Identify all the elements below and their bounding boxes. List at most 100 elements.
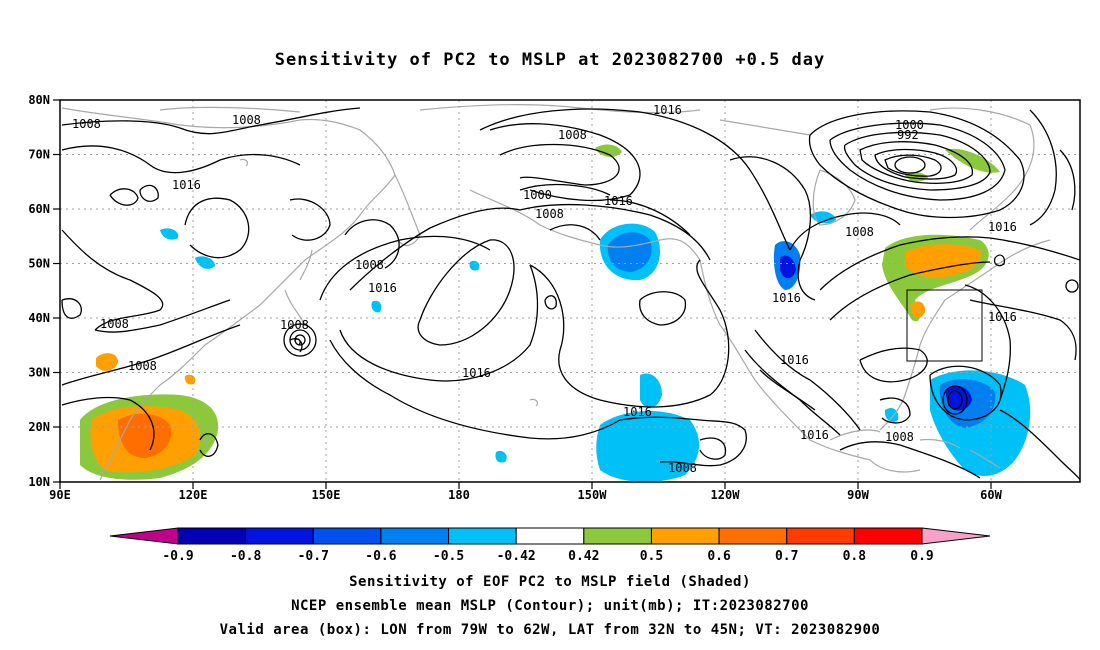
- contour-line: [529, 259, 730, 408]
- contour-label: 1016: [800, 428, 829, 442]
- shade-positive-region: [184, 374, 196, 385]
- lon-label: 90E: [49, 488, 71, 502]
- contour-line: [879, 397, 911, 424]
- colorbar: -0.9 -0.8 -0.7 -0.6 -0.5 -0.42 0.42 0.5 0.6 0.7 0.…: [109, 527, 991, 564]
- shade-positive-region: [96, 353, 118, 371]
- contour-line: [199, 433, 219, 457]
- contour-label: 992: [897, 128, 919, 142]
- contour-line: [884, 154, 942, 177]
- coastline-north-america-west: [699, 259, 871, 461]
- contour-line: [929, 365, 1002, 421]
- lon-label: 150W: [578, 488, 608, 502]
- colorbar-label: -0.42: [497, 549, 536, 564]
- contour-line: [1065, 279, 1079, 293]
- coastline-alaska: [469, 189, 701, 261]
- contour-line: [964, 284, 1011, 401]
- shade-negative-region: [780, 255, 796, 279]
- contour-label: 1000: [895, 118, 924, 132]
- shade-negative-region: [160, 228, 179, 240]
- lon-label: 150E: [312, 488, 341, 502]
- contour-line: [789, 212, 901, 251]
- colorbar-swatch: [583, 527, 652, 545]
- lat-label: 40N: [28, 311, 50, 325]
- contour-line: [61, 107, 361, 135]
- lon-label: 180: [448, 488, 470, 502]
- contour-line: [417, 239, 515, 346]
- footer-line-2: NCEP ensemble mean MSLP (Contour); unit(…: [291, 598, 809, 614]
- coastline-asia: [61, 107, 396, 481]
- contour-low-ring: [947, 390, 963, 410]
- contour-line: [339, 264, 539, 382]
- lon-label: 120W: [711, 488, 741, 502]
- contour-line: [969, 299, 1077, 361]
- contour-label: 1016: [368, 281, 397, 295]
- contour-line: [489, 123, 641, 202]
- colorbar-swatch: [312, 527, 382, 545]
- contour-line: [94, 299, 231, 333]
- contour-line: [859, 141, 973, 184]
- sensitivity-shading: [80, 144, 1031, 482]
- contour-line: [549, 224, 601, 241]
- lon-label: 120E: [179, 488, 208, 502]
- contour-line: [1029, 109, 1057, 226]
- colorbar-swatch: [380, 527, 450, 545]
- contour-line: [993, 254, 1006, 267]
- contour-line: [1059, 149, 1076, 211]
- coastline-gulf: [829, 429, 921, 473]
- lat-label: 30N: [28, 366, 50, 380]
- lon-label: 90W: [847, 488, 869, 502]
- contour-label: 1016: [988, 220, 1017, 234]
- contour-line: [843, 131, 991, 191]
- colorbar-swatch: [515, 527, 585, 545]
- colorbar-label: 0.6: [707, 549, 731, 564]
- shade-positive-region: [905, 244, 981, 278]
- contour-line: [61, 229, 164, 331]
- contour-line: [754, 329, 861, 431]
- colorbar-swatch: [448, 527, 517, 545]
- colorbar-swatch: [177, 527, 247, 545]
- lat-label: 80N: [28, 93, 50, 107]
- contour-line: [519, 203, 711, 261]
- lat-label: 50N: [28, 257, 50, 271]
- map-frame: [59, 99, 1081, 483]
- shade-negative-region: [495, 450, 507, 463]
- contour-line: [519, 183, 611, 196]
- contour-line: [639, 291, 687, 326]
- contour-label: 1016: [623, 405, 652, 419]
- colorbar-label: 0.9: [910, 549, 933, 564]
- contour-line: [999, 409, 1080, 481]
- colorbar-label: -0.8: [230, 549, 261, 564]
- colorbar-label: -0.5: [433, 549, 464, 564]
- colorbar-label: 0.42: [568, 549, 599, 564]
- contour-line: [289, 198, 331, 241]
- contour-line: [829, 122, 1006, 201]
- colorbar-label: -0.9: [162, 549, 193, 564]
- contour-low-ring: [942, 385, 968, 415]
- contour-low-ring: [289, 329, 311, 351]
- contour-label: 1008: [558, 128, 587, 142]
- colorbar-max-triangle: [921, 527, 991, 545]
- colorbar-min-triangle: [109, 527, 179, 545]
- contour-line: [344, 219, 400, 269]
- colorbar-swatch: [245, 527, 314, 545]
- contour-line: [329, 339, 621, 440]
- contour-line: [699, 437, 727, 460]
- valid-area-box: [906, 289, 983, 362]
- contour-line: [61, 324, 241, 386]
- contour-label: 1008: [885, 430, 914, 444]
- contour-label: 1016: [772, 291, 801, 305]
- axis-ticks: [53, 99, 992, 489]
- contour-line: [819, 236, 1080, 291]
- contour-line: [859, 347, 928, 383]
- coastline-hudson-bay: [812, 169, 856, 226]
- contour-line: [544, 295, 557, 310]
- contour-line: [479, 108, 791, 251]
- colorbar-swatch: [718, 527, 788, 545]
- lat-lon-grid: [60, 100, 1080, 482]
- mslp-contours: [61, 107, 1080, 481]
- latitude-labels: 80N 70N 60N 50N 40N 30N 20N 10N: [28, 93, 50, 489]
- lat-label: 20N: [28, 420, 50, 434]
- lon-label: 60W: [980, 488, 1002, 502]
- contour-label: 1016: [988, 310, 1017, 324]
